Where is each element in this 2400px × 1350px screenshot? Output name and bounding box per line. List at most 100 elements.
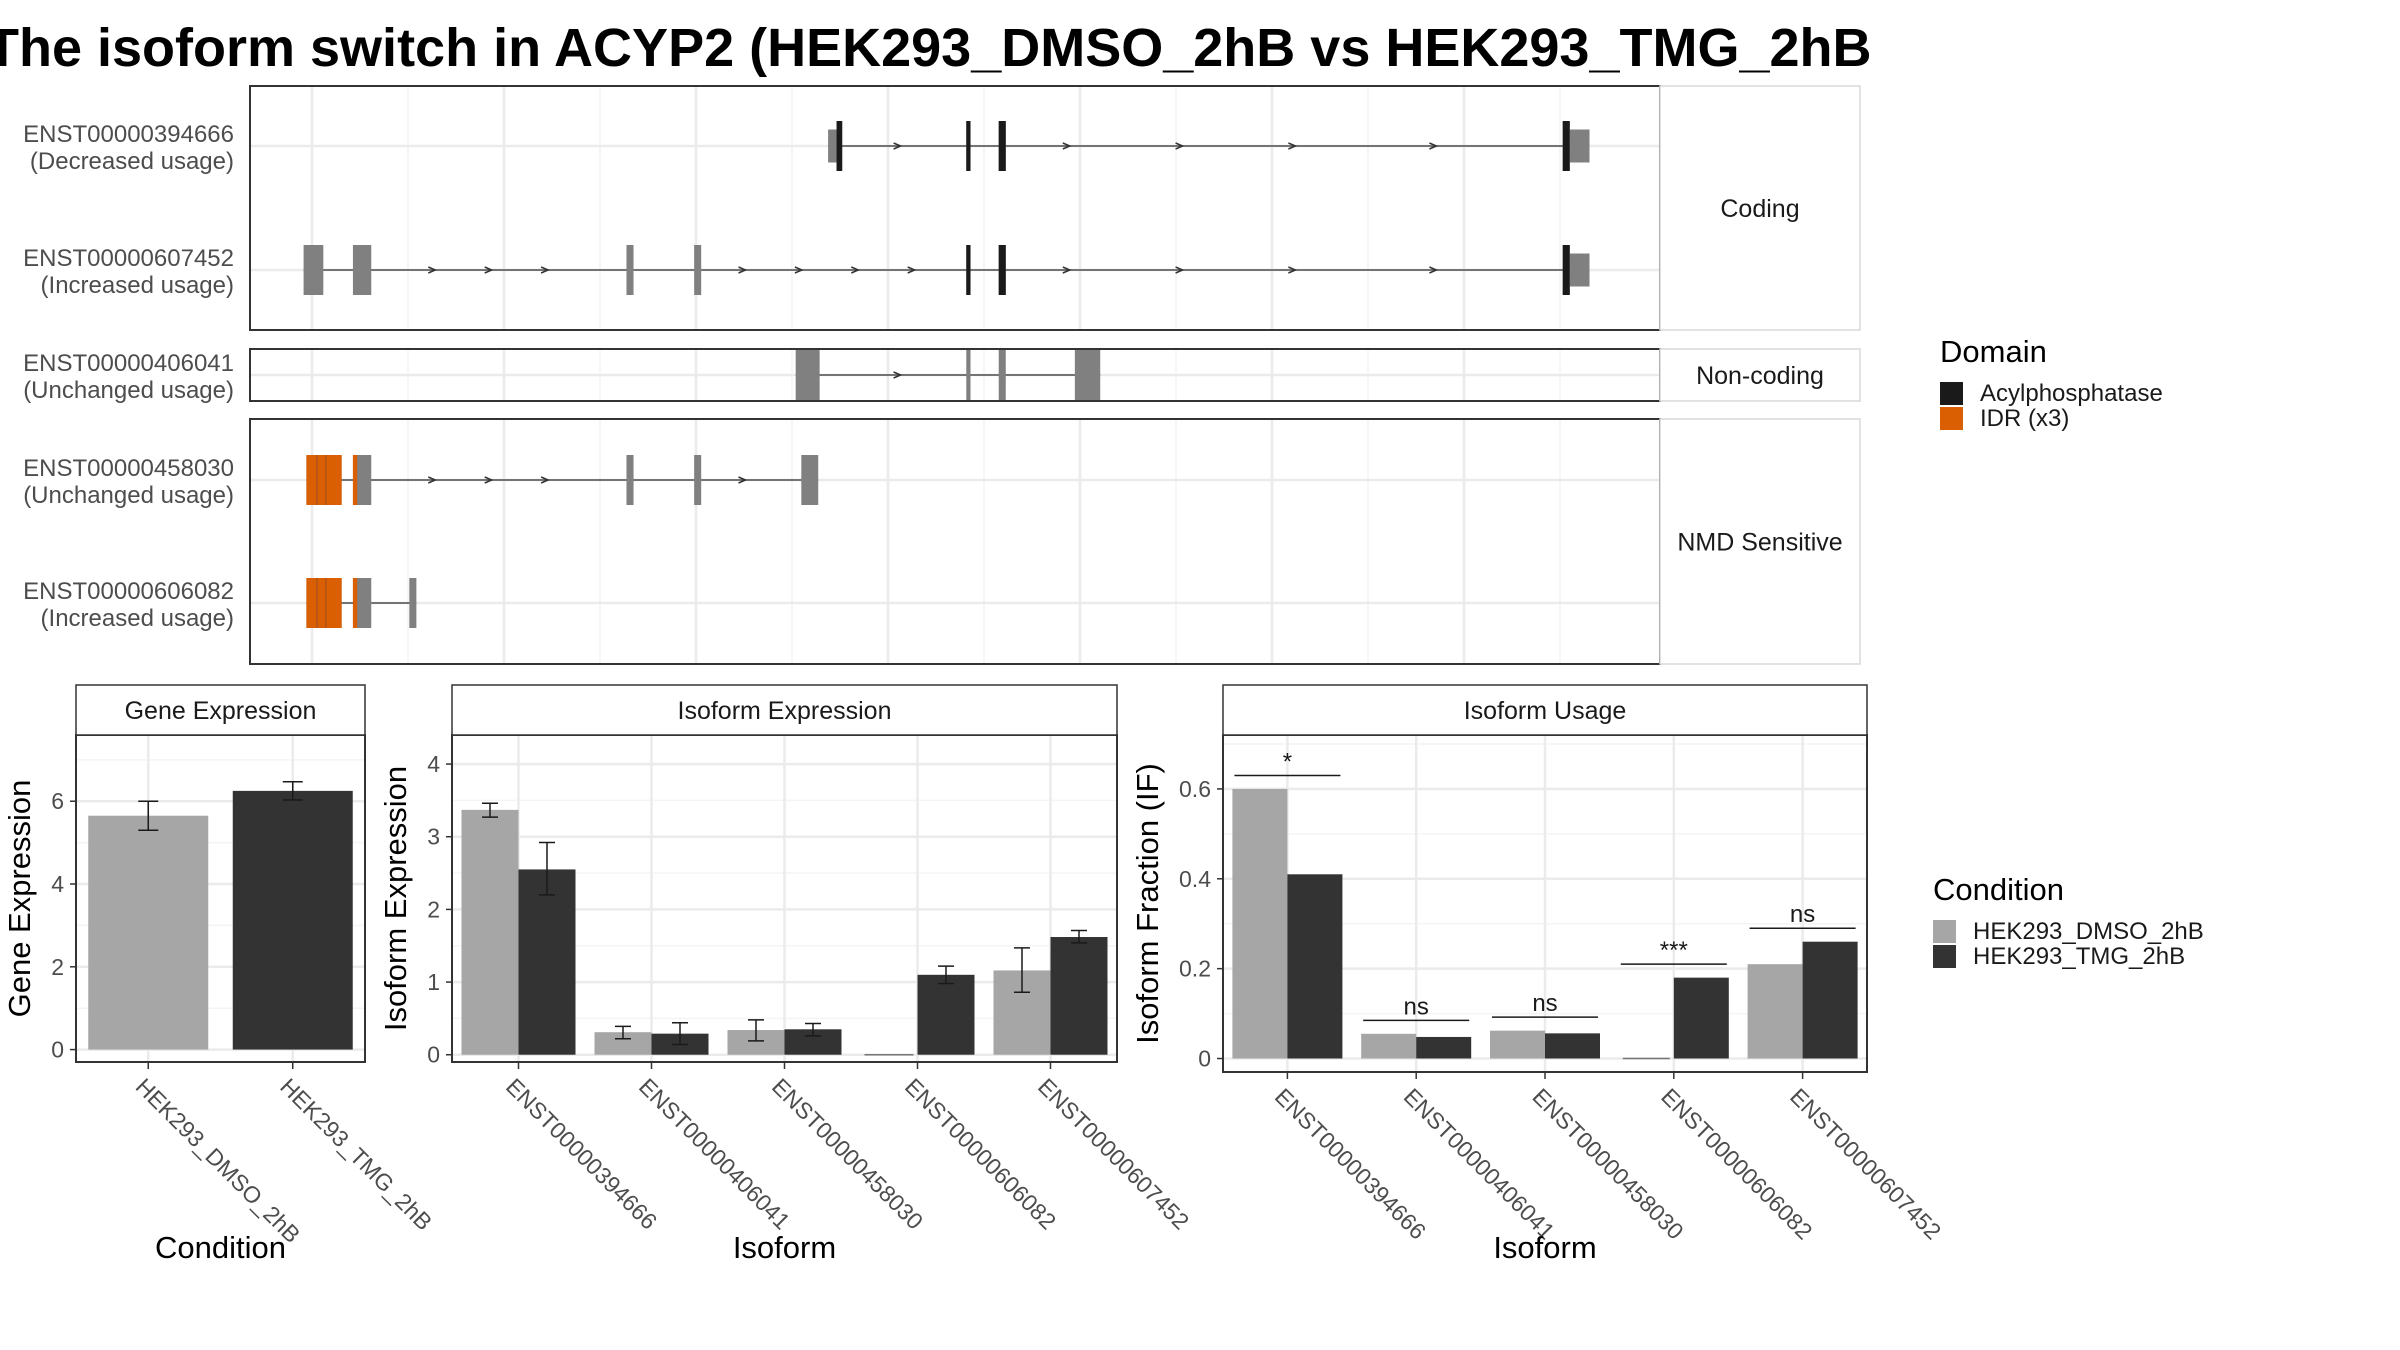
strand-arrow (428, 476, 438, 484)
structure-strip (1659, 418, 1861, 665)
exon-block (1074, 350, 1101, 400)
strand-arrow (893, 371, 903, 379)
strand-arrow (1288, 266, 1298, 274)
chart-title-text: The isoform switch in ACYP2 (HEK293_DMSO… (0, 18, 1870, 78)
bar (232, 790, 353, 1050)
y-tick-label: 4 (51, 871, 64, 897)
legend-title: Domain (1940, 334, 2047, 369)
exon-block (998, 350, 1006, 400)
strand-arrow (1062, 142, 1072, 150)
structure-strip-label: NMD Sensitive (1677, 529, 1842, 557)
y-tick-label: 3 (427, 824, 440, 850)
panel-strip-title: Gene Expression (125, 697, 317, 725)
error-bar (482, 802, 498, 818)
exon-block (1569, 129, 1590, 163)
error-bar (615, 1025, 631, 1040)
significance-label: * (1283, 748, 1292, 775)
strand-arrow (738, 476, 748, 484)
strand-arrow (1288, 142, 1298, 150)
exon-block (828, 129, 837, 163)
strand-arrow (484, 476, 494, 484)
y-tick-label: 0 (51, 1037, 64, 1063)
x-axis-title: Condition (155, 1230, 286, 1265)
transcript-usage-label: (Increased usage) (41, 272, 234, 299)
bar (917, 974, 975, 1055)
y-tick-label: 4 (427, 751, 440, 777)
significance-label: ns (1532, 990, 1557, 1017)
y-tick-label: 0 (427, 1042, 440, 1068)
exon-block (352, 245, 372, 295)
panel-strip-title: Isoform Expression (678, 697, 892, 725)
legend-label: HEK293_DMSO_2hB (1973, 918, 2204, 945)
x-tick-label: ENST00000394666 (501, 1073, 662, 1234)
legend-swatch (1940, 407, 1963, 430)
x-axis-title: Isoform (1493, 1230, 1596, 1265)
x-tick-label: ENST00000458030 (767, 1073, 928, 1234)
significance-label: ns (1790, 901, 1815, 928)
error-bar (748, 1019, 764, 1042)
bar (1802, 941, 1858, 1059)
strand-arrow (1175, 266, 1185, 274)
strand-arrow (1175, 142, 1185, 150)
domain-block (306, 455, 342, 505)
transcript-id-label: ENST00000458030 (23, 455, 234, 482)
x-tick-label: HEK293_TMG_2hB (275, 1073, 437, 1235)
legend-swatch (1933, 920, 1956, 943)
exon-block (352, 455, 372, 505)
transcript-id-label: ENST00000607452 (23, 245, 234, 272)
panel-strip (1222, 684, 1868, 736)
exon-block (1569, 253, 1590, 287)
y-axis-title: Isoform Expression (378, 766, 413, 1031)
error-bar (805, 1022, 821, 1037)
exon-block (626, 245, 634, 295)
y-axis-title: Gene Expression (2, 780, 37, 1018)
y-tick-label: 2 (427, 896, 440, 922)
strand-arrow (893, 142, 903, 150)
bar (518, 869, 576, 1055)
strand-arrow (1429, 142, 1439, 150)
bar (1361, 1033, 1417, 1059)
transcript-id-label: ENST00000394666 (23, 121, 234, 148)
strand-arrow (484, 266, 494, 274)
legend-label: Acylphosphatase (1980, 380, 2163, 407)
exon-block (409, 578, 417, 628)
exon-block (303, 245, 324, 295)
strand-arrow (540, 476, 551, 484)
y-axis-title: Isoform Fraction (IF) (1130, 763, 1165, 1044)
bar (1673, 977, 1729, 1059)
x-tick-label: HEK293_DMSO_2hB (131, 1073, 306, 1248)
bar (1545, 1033, 1600, 1059)
error-bar (938, 965, 954, 985)
error-bar (539, 841, 555, 896)
bar (1287, 874, 1343, 1059)
y-tick-label: 0.2 (1179, 956, 1211, 982)
legend-label: IDR (x3) (1980, 405, 2069, 432)
bar (594, 1032, 652, 1055)
strand-arrow (1062, 266, 1072, 274)
error-bar (672, 1022, 688, 1046)
error-bar (1014, 947, 1030, 993)
transcript-usage-label: (Increased usage) (41, 605, 234, 632)
legend-swatch (1940, 382, 1963, 405)
exon-block (694, 245, 702, 295)
panel-strip-title: Isoform Usage (1464, 697, 1627, 725)
exon-block (966, 350, 971, 400)
significance-label: ns (1404, 993, 1429, 1020)
strand-arrow (851, 266, 861, 274)
strand-arrow (540, 266, 551, 274)
strand-arrow (738, 266, 748, 274)
error-bar (138, 800, 159, 831)
panel-strip (75, 684, 366, 736)
domain-block (1562, 245, 1570, 295)
transcript-id-label: ENST00000406041 (23, 350, 234, 377)
legend-label: HEK293_TMG_2hB (1973, 943, 2185, 970)
bar (1232, 788, 1288, 1059)
structure-strip (1659, 348, 1861, 402)
transcript-id-label: ENST00000606082 (23, 578, 234, 605)
significance-label: *** (1660, 937, 1688, 964)
y-tick-label: 0.4 (1179, 866, 1211, 892)
